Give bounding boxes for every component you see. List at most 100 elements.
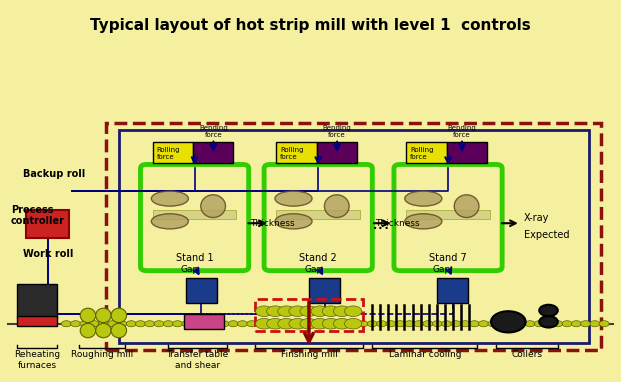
Circle shape	[71, 321, 81, 327]
Circle shape	[219, 321, 229, 327]
Text: Laminar cooling: Laminar cooling	[389, 350, 461, 359]
Circle shape	[266, 319, 284, 329]
Circle shape	[99, 321, 108, 327]
Circle shape	[368, 321, 378, 327]
Text: Rolling
force: Rolling force	[280, 147, 304, 160]
Circle shape	[395, 321, 405, 327]
Bar	[276, 142, 317, 163]
Circle shape	[311, 319, 329, 329]
Bar	[184, 314, 224, 329]
Circle shape	[491, 311, 525, 332]
Circle shape	[322, 319, 340, 329]
Circle shape	[553, 321, 563, 327]
Text: Process
controller: Process controller	[11, 205, 65, 227]
Circle shape	[333, 319, 351, 329]
Circle shape	[322, 306, 340, 317]
Ellipse shape	[80, 308, 96, 322]
Circle shape	[300, 319, 317, 329]
Text: Reheating
furnaces: Reheating furnaces	[14, 350, 60, 370]
Text: Stand 7: Stand 7	[429, 253, 467, 263]
Text: Bending
force: Bending force	[448, 125, 476, 138]
Bar	[153, 142, 193, 163]
Circle shape	[571, 321, 581, 327]
Circle shape	[345, 306, 362, 317]
Circle shape	[539, 316, 558, 327]
Ellipse shape	[405, 191, 442, 206]
Ellipse shape	[96, 308, 111, 322]
Circle shape	[539, 305, 558, 316]
Ellipse shape	[405, 214, 442, 229]
Circle shape	[525, 321, 535, 327]
Ellipse shape	[324, 195, 349, 217]
Circle shape	[238, 321, 247, 327]
Circle shape	[182, 321, 192, 327]
Circle shape	[358, 321, 368, 327]
Bar	[406, 142, 446, 163]
Circle shape	[377, 321, 386, 327]
Circle shape	[154, 321, 164, 327]
Ellipse shape	[152, 214, 188, 229]
Bar	[309, 278, 340, 303]
Ellipse shape	[111, 323, 127, 338]
Text: Gap: Gap	[304, 265, 322, 274]
Bar	[17, 316, 57, 325]
Circle shape	[479, 321, 489, 327]
Text: Thickness: Thickness	[250, 219, 295, 228]
Circle shape	[210, 321, 220, 327]
Bar	[17, 284, 57, 318]
Text: Rolling
force: Rolling force	[156, 147, 180, 160]
Bar	[437, 278, 468, 303]
Text: Finshing mill: Finshing mill	[281, 350, 337, 359]
Circle shape	[497, 321, 507, 327]
Circle shape	[229, 321, 238, 327]
Text: Gap: Gap	[432, 265, 451, 274]
Text: Bending
force: Bending force	[199, 125, 228, 138]
Text: Expected: Expected	[524, 230, 569, 240]
Text: ...: ...	[372, 214, 391, 233]
Circle shape	[289, 319, 306, 329]
Circle shape	[173, 321, 183, 327]
Text: Typical layout of hot strip mill with level 1  controls: Typical layout of hot strip mill with le…	[90, 18, 531, 34]
Circle shape	[345, 319, 362, 329]
Circle shape	[61, 321, 71, 327]
Ellipse shape	[111, 308, 127, 322]
Text: Work roll: Work roll	[23, 249, 73, 259]
Circle shape	[201, 321, 211, 327]
Bar	[406, 210, 490, 219]
Bar	[276, 210, 360, 219]
Text: Backup roll: Backup roll	[23, 169, 85, 179]
Circle shape	[289, 306, 306, 317]
Text: X-ray: X-ray	[524, 212, 549, 223]
Bar	[317, 142, 357, 163]
Bar	[153, 210, 237, 219]
Circle shape	[255, 306, 273, 317]
Circle shape	[534, 321, 544, 327]
Circle shape	[89, 321, 99, 327]
Circle shape	[590, 321, 600, 327]
Circle shape	[311, 306, 329, 317]
Circle shape	[404, 321, 414, 327]
Text: Transfer table
and shear: Transfer table and shear	[166, 350, 229, 370]
Circle shape	[300, 306, 317, 317]
Circle shape	[562, 321, 572, 327]
Bar	[26, 210, 70, 238]
Circle shape	[247, 321, 256, 327]
Text: Gap: Gap	[181, 265, 199, 274]
Circle shape	[278, 319, 295, 329]
Circle shape	[516, 321, 525, 327]
Circle shape	[599, 321, 609, 327]
Circle shape	[442, 321, 451, 327]
Ellipse shape	[454, 195, 479, 217]
Circle shape	[543, 321, 553, 327]
Text: Rolling
force: Rolling force	[410, 147, 433, 160]
Text: Roughing mill: Roughing mill	[71, 350, 133, 359]
Circle shape	[126, 321, 136, 327]
Circle shape	[80, 321, 90, 327]
Circle shape	[423, 321, 433, 327]
Ellipse shape	[201, 195, 225, 217]
Text: Stand 1: Stand 1	[176, 253, 214, 263]
Circle shape	[581, 321, 591, 327]
Ellipse shape	[275, 191, 312, 206]
Circle shape	[163, 321, 173, 327]
Circle shape	[266, 306, 284, 317]
